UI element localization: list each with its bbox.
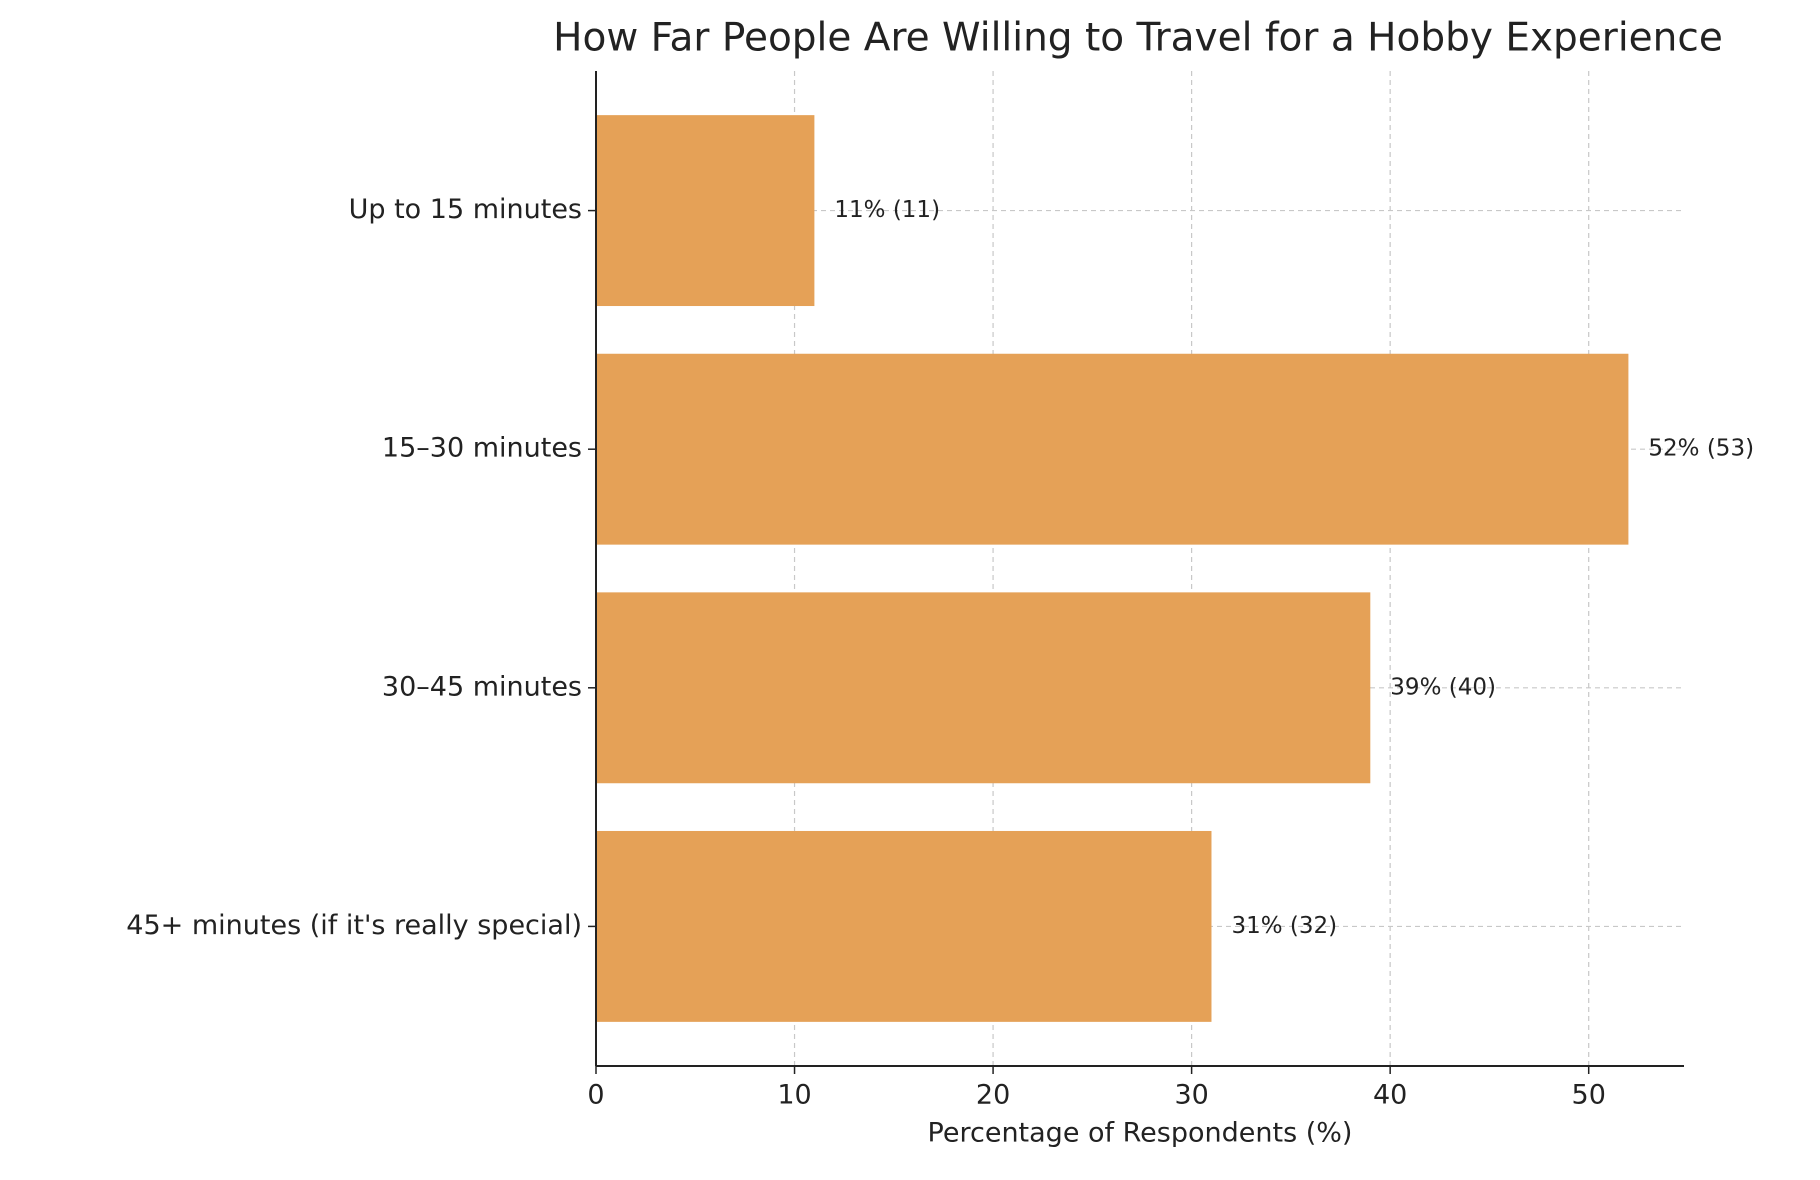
- bar: [596, 115, 815, 307]
- chart-title: How Far People Are Willing to Travel for…: [553, 16, 1723, 61]
- value-label: 31% (32): [1231, 913, 1337, 939]
- bar: [596, 830, 1212, 1022]
- y-tick-label: Up to 15 minutes: [349, 194, 582, 225]
- bar: [596, 353, 1629, 545]
- value-label: 11% (11): [834, 197, 940, 223]
- x-tick-label: 40: [1373, 1080, 1407, 1111]
- value-label: 39% (40): [1390, 674, 1496, 700]
- y-tick-label: 30–45 minutes: [382, 671, 582, 702]
- x-tick-label: 30: [1174, 1080, 1208, 1111]
- value-label: 52% (53): [1648, 436, 1754, 462]
- x-tick-label: 10: [777, 1080, 811, 1111]
- bar: [596, 592, 1371, 784]
- x-axis-label: Percentage of Respondents (%): [928, 1118, 1353, 1149]
- x-tick-label: 20: [976, 1080, 1010, 1111]
- y-tick-label: 45+ minutes (if it's really special): [126, 910, 582, 941]
- x-tick-label: 0: [587, 1080, 604, 1111]
- y-tick-label: 15–30 minutes: [382, 433, 582, 464]
- x-tick-label: 50: [1572, 1080, 1606, 1111]
